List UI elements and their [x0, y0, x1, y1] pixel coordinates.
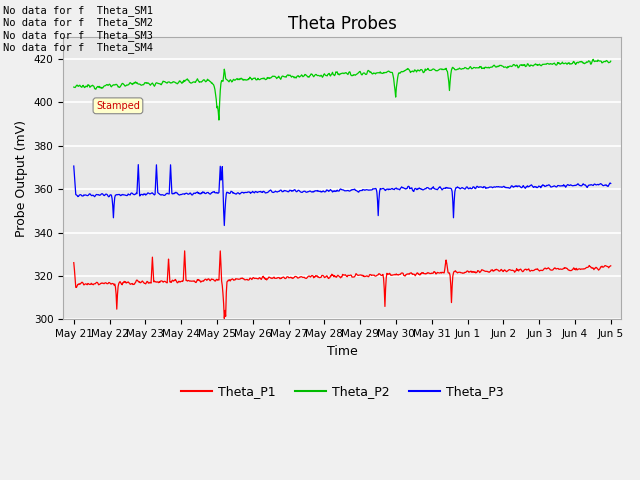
Title: Theta Probes: Theta Probes	[288, 15, 397, 33]
Text: No data for f  Theta_SM1
No data for f  Theta_SM2
No data for f  Theta_SM3
No da: No data for f Theta_SM1 No data for f Th…	[3, 5, 153, 53]
Legend: Theta_P1, Theta_P2, Theta_P3: Theta_P1, Theta_P2, Theta_P3	[176, 380, 509, 403]
Text: Stamped: Stamped	[96, 101, 140, 111]
Y-axis label: Probe Output (mV): Probe Output (mV)	[15, 120, 28, 237]
X-axis label: Time: Time	[327, 345, 358, 358]
